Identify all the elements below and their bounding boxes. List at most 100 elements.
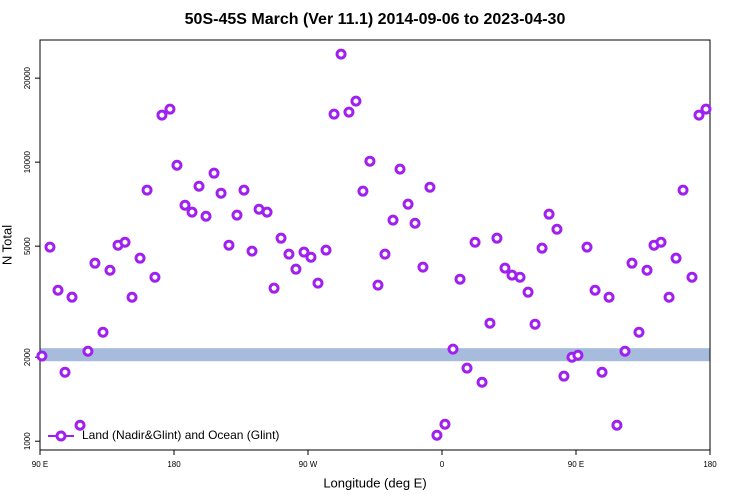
point: [156, 109, 168, 121]
point: [238, 184, 250, 196]
point: [312, 277, 324, 289]
legend-label: Land (Nadir&Glint) and Ocean (Glint): [82, 428, 279, 442]
point: [700, 103, 712, 115]
point: [394, 163, 406, 175]
point: [603, 291, 615, 303]
point: [514, 271, 526, 283]
point: [572, 349, 584, 361]
point: [74, 419, 86, 431]
point: [641, 264, 653, 276]
point: [484, 317, 496, 329]
point: [343, 106, 355, 118]
point: [529, 318, 541, 330]
point: [59, 366, 71, 378]
point: [149, 271, 161, 283]
point: [491, 232, 503, 244]
point: [619, 345, 631, 357]
point: [231, 209, 243, 221]
point: [335, 48, 347, 60]
point: [693, 109, 705, 121]
point: [119, 236, 131, 248]
point: [208, 167, 220, 179]
point: [261, 206, 273, 218]
point: [589, 284, 601, 296]
point: [97, 326, 109, 338]
point: [626, 257, 638, 269]
point: [663, 291, 675, 303]
y-tick-label: 10000: [23, 150, 32, 173]
point: [461, 362, 473, 374]
y-tick-label: 1000: [23, 432, 32, 450]
point: [328, 108, 340, 120]
point: [499, 262, 511, 274]
point: [141, 184, 153, 196]
point: [66, 291, 78, 303]
x-tick-label: 0: [440, 460, 445, 469]
point: [409, 217, 421, 229]
point: [447, 343, 459, 355]
point: [551, 223, 563, 235]
point: [268, 282, 280, 294]
y-tick-label: 5000: [23, 237, 32, 255]
point: [350, 95, 362, 107]
point: [611, 419, 623, 431]
point: [417, 261, 429, 273]
point: [543, 208, 555, 220]
point: [283, 248, 295, 260]
point: [379, 248, 391, 260]
point: [536, 242, 548, 254]
y-axis-label: N Total: [0, 225, 14, 265]
point: [320, 244, 332, 256]
point: [44, 241, 56, 253]
point: [364, 155, 376, 167]
point: [431, 429, 443, 441]
point: [134, 252, 146, 264]
point: [36, 350, 48, 362]
point: [82, 345, 94, 357]
point: [522, 286, 534, 298]
point: [104, 264, 116, 276]
point: [402, 198, 414, 210]
point: [52, 284, 64, 296]
plot-frame: [39, 39, 711, 451]
point: [387, 214, 399, 226]
point: [454, 273, 466, 285]
x-tick-label: 90 E: [32, 460, 48, 469]
point: [476, 376, 488, 388]
point: [655, 236, 667, 248]
point: [298, 246, 310, 258]
point: [469, 236, 481, 248]
point: [164, 103, 176, 115]
point: [223, 239, 235, 251]
point: [357, 185, 369, 197]
point: [633, 326, 645, 338]
y-tick-label: 20000: [23, 66, 32, 89]
point: [186, 206, 198, 218]
x-tick-label: 90 E: [568, 460, 584, 469]
point: [424, 181, 436, 193]
x-tick-label: 180: [703, 460, 717, 469]
chart-title: 50S-45S March (Ver 11.1) 2014-09-06 to 2…: [185, 11, 566, 28]
point: [290, 263, 302, 275]
point: [305, 251, 317, 263]
point: [246, 245, 258, 257]
point: [581, 241, 593, 253]
point: [193, 180, 205, 192]
point: [670, 252, 682, 264]
x-axis-label: Longitude (deg E): [323, 475, 426, 490]
point: [686, 271, 698, 283]
band: [40, 348, 710, 362]
point: [215, 187, 227, 199]
point: [677, 184, 689, 196]
point: [275, 232, 287, 244]
point: [596, 366, 608, 378]
x-tick-label: 90 W: [299, 460, 318, 469]
point: [171, 159, 183, 171]
point: [179, 199, 191, 211]
legend-marker: [55, 430, 67, 442]
point: [200, 210, 212, 222]
x-tick-label: 180: [167, 460, 181, 469]
point: [439, 418, 451, 430]
